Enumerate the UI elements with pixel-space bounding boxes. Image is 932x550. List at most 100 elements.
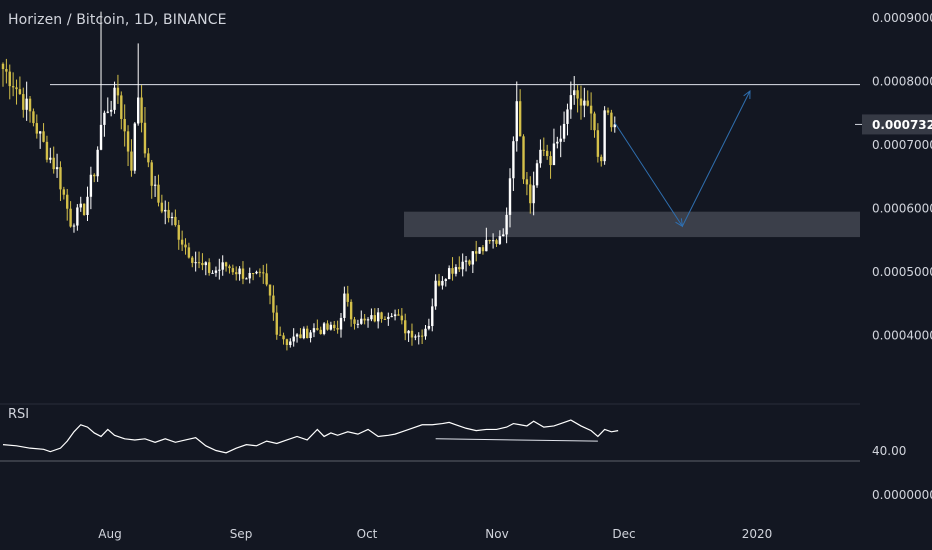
candle-body bbox=[32, 111, 35, 124]
price-tick-label: 0.0008000 bbox=[872, 75, 932, 89]
candle-body bbox=[447, 268, 451, 280]
candle-body bbox=[349, 301, 353, 320]
candle-body bbox=[52, 157, 55, 170]
candle-body bbox=[140, 97, 143, 123]
candle-body bbox=[289, 341, 292, 346]
candle-body bbox=[211, 272, 214, 274]
candle-body bbox=[346, 293, 349, 302]
price-tick-label: 0.0009000 bbox=[872, 11, 932, 25]
candle-body bbox=[157, 184, 160, 203]
candle-body bbox=[99, 124, 103, 150]
candle-body bbox=[427, 326, 431, 329]
candle-body bbox=[566, 109, 569, 124]
candle-body bbox=[235, 272, 238, 275]
candle-body bbox=[400, 315, 404, 321]
candle-body bbox=[299, 334, 302, 339]
candle-body bbox=[542, 149, 545, 151]
candle-body bbox=[103, 112, 106, 125]
candle-body bbox=[282, 335, 285, 340]
candle-body bbox=[420, 335, 424, 337]
candle-body bbox=[559, 138, 562, 142]
candle-body bbox=[120, 95, 123, 119]
candle-body bbox=[393, 314, 397, 317]
candle-body bbox=[231, 268, 235, 273]
candle-body bbox=[221, 262, 224, 270]
candle-body bbox=[133, 123, 137, 171]
candle-body bbox=[539, 149, 542, 164]
price-tick-label: 0.0007000 bbox=[872, 138, 932, 152]
candle-body bbox=[383, 318, 387, 320]
price-axis[interactable]: 0.0009000 0.0008000 0.0007000 0.0006000 0.00… bbox=[872, 11, 932, 343]
candle-body bbox=[258, 271, 262, 273]
candle-body bbox=[461, 261, 464, 270]
candle-body bbox=[529, 184, 532, 204]
candle-body bbox=[164, 209, 167, 212]
candle-body bbox=[150, 162, 153, 186]
candle-body bbox=[370, 315, 373, 320]
candle-body bbox=[478, 247, 481, 254]
candle-body bbox=[204, 262, 207, 266]
candle-body bbox=[475, 251, 478, 254]
price-tick-label: 0.0006000 bbox=[872, 202, 932, 216]
candle-body bbox=[214, 270, 218, 273]
candle-body bbox=[180, 239, 184, 245]
candle-body bbox=[387, 316, 390, 320]
time-tick-label: Oct bbox=[357, 527, 378, 541]
candle-body bbox=[22, 94, 25, 110]
candle-body bbox=[265, 273, 268, 285]
candle-body bbox=[184, 244, 187, 248]
candle-body bbox=[295, 334, 299, 337]
arrow-head bbox=[743, 89, 751, 100]
time-axis[interactable]: Aug Sep Oct Nov Dec 2020 bbox=[98, 527, 772, 541]
candle-body bbox=[326, 323, 329, 330]
candle-body bbox=[116, 87, 120, 96]
candle-body bbox=[89, 174, 93, 197]
candle-body bbox=[194, 262, 197, 264]
candle-body bbox=[316, 328, 319, 330]
candle-body bbox=[491, 240, 495, 242]
candle-body bbox=[62, 189, 66, 195]
candle-body bbox=[245, 278, 248, 280]
candle-body bbox=[589, 105, 593, 114]
time-tick-label: Aug bbox=[98, 527, 121, 541]
candle-body bbox=[160, 202, 164, 212]
rsi-line bbox=[2, 419, 619, 454]
rsi-pane: 40.00 0.0000000 bbox=[0, 419, 932, 502]
candle-body bbox=[414, 336, 417, 338]
candle-body bbox=[272, 295, 275, 313]
rsi-pane-label: RSI bbox=[8, 407, 30, 422]
candle-body bbox=[312, 328, 316, 333]
candle-body bbox=[55, 167, 59, 170]
candle-body bbox=[228, 266, 231, 269]
time-tick-label: Sep bbox=[230, 527, 253, 541]
candle-body bbox=[123, 118, 126, 132]
candle-body bbox=[518, 101, 522, 137]
candle-body bbox=[174, 216, 177, 226]
candle-body bbox=[397, 314, 400, 316]
candle-body bbox=[410, 330, 414, 338]
time-tick-label: Nov bbox=[485, 527, 508, 541]
candle-body bbox=[224, 262, 228, 267]
candle-body bbox=[18, 89, 22, 95]
candle-body bbox=[485, 239, 488, 252]
candle-body bbox=[248, 273, 251, 279]
chart-title: Horizen / Bitcoin, 1D, BINANCE bbox=[8, 12, 227, 28]
candle-body bbox=[109, 109, 113, 112]
candle-body bbox=[545, 150, 549, 157]
candle-body bbox=[366, 319, 370, 321]
candle-body bbox=[170, 216, 174, 219]
candle-body bbox=[268, 284, 272, 296]
candle-body bbox=[66, 194, 69, 209]
rsi-trendline bbox=[435, 438, 598, 442]
candle-body bbox=[126, 131, 130, 152]
candle-body bbox=[451, 268, 454, 274]
candle-body bbox=[525, 179, 529, 185]
candle-body bbox=[35, 123, 38, 134]
candle-body bbox=[5, 69, 8, 72]
candle-body bbox=[42, 131, 45, 142]
candle-body bbox=[407, 330, 410, 334]
candle-body bbox=[82, 203, 86, 216]
candle-body bbox=[197, 262, 201, 264]
